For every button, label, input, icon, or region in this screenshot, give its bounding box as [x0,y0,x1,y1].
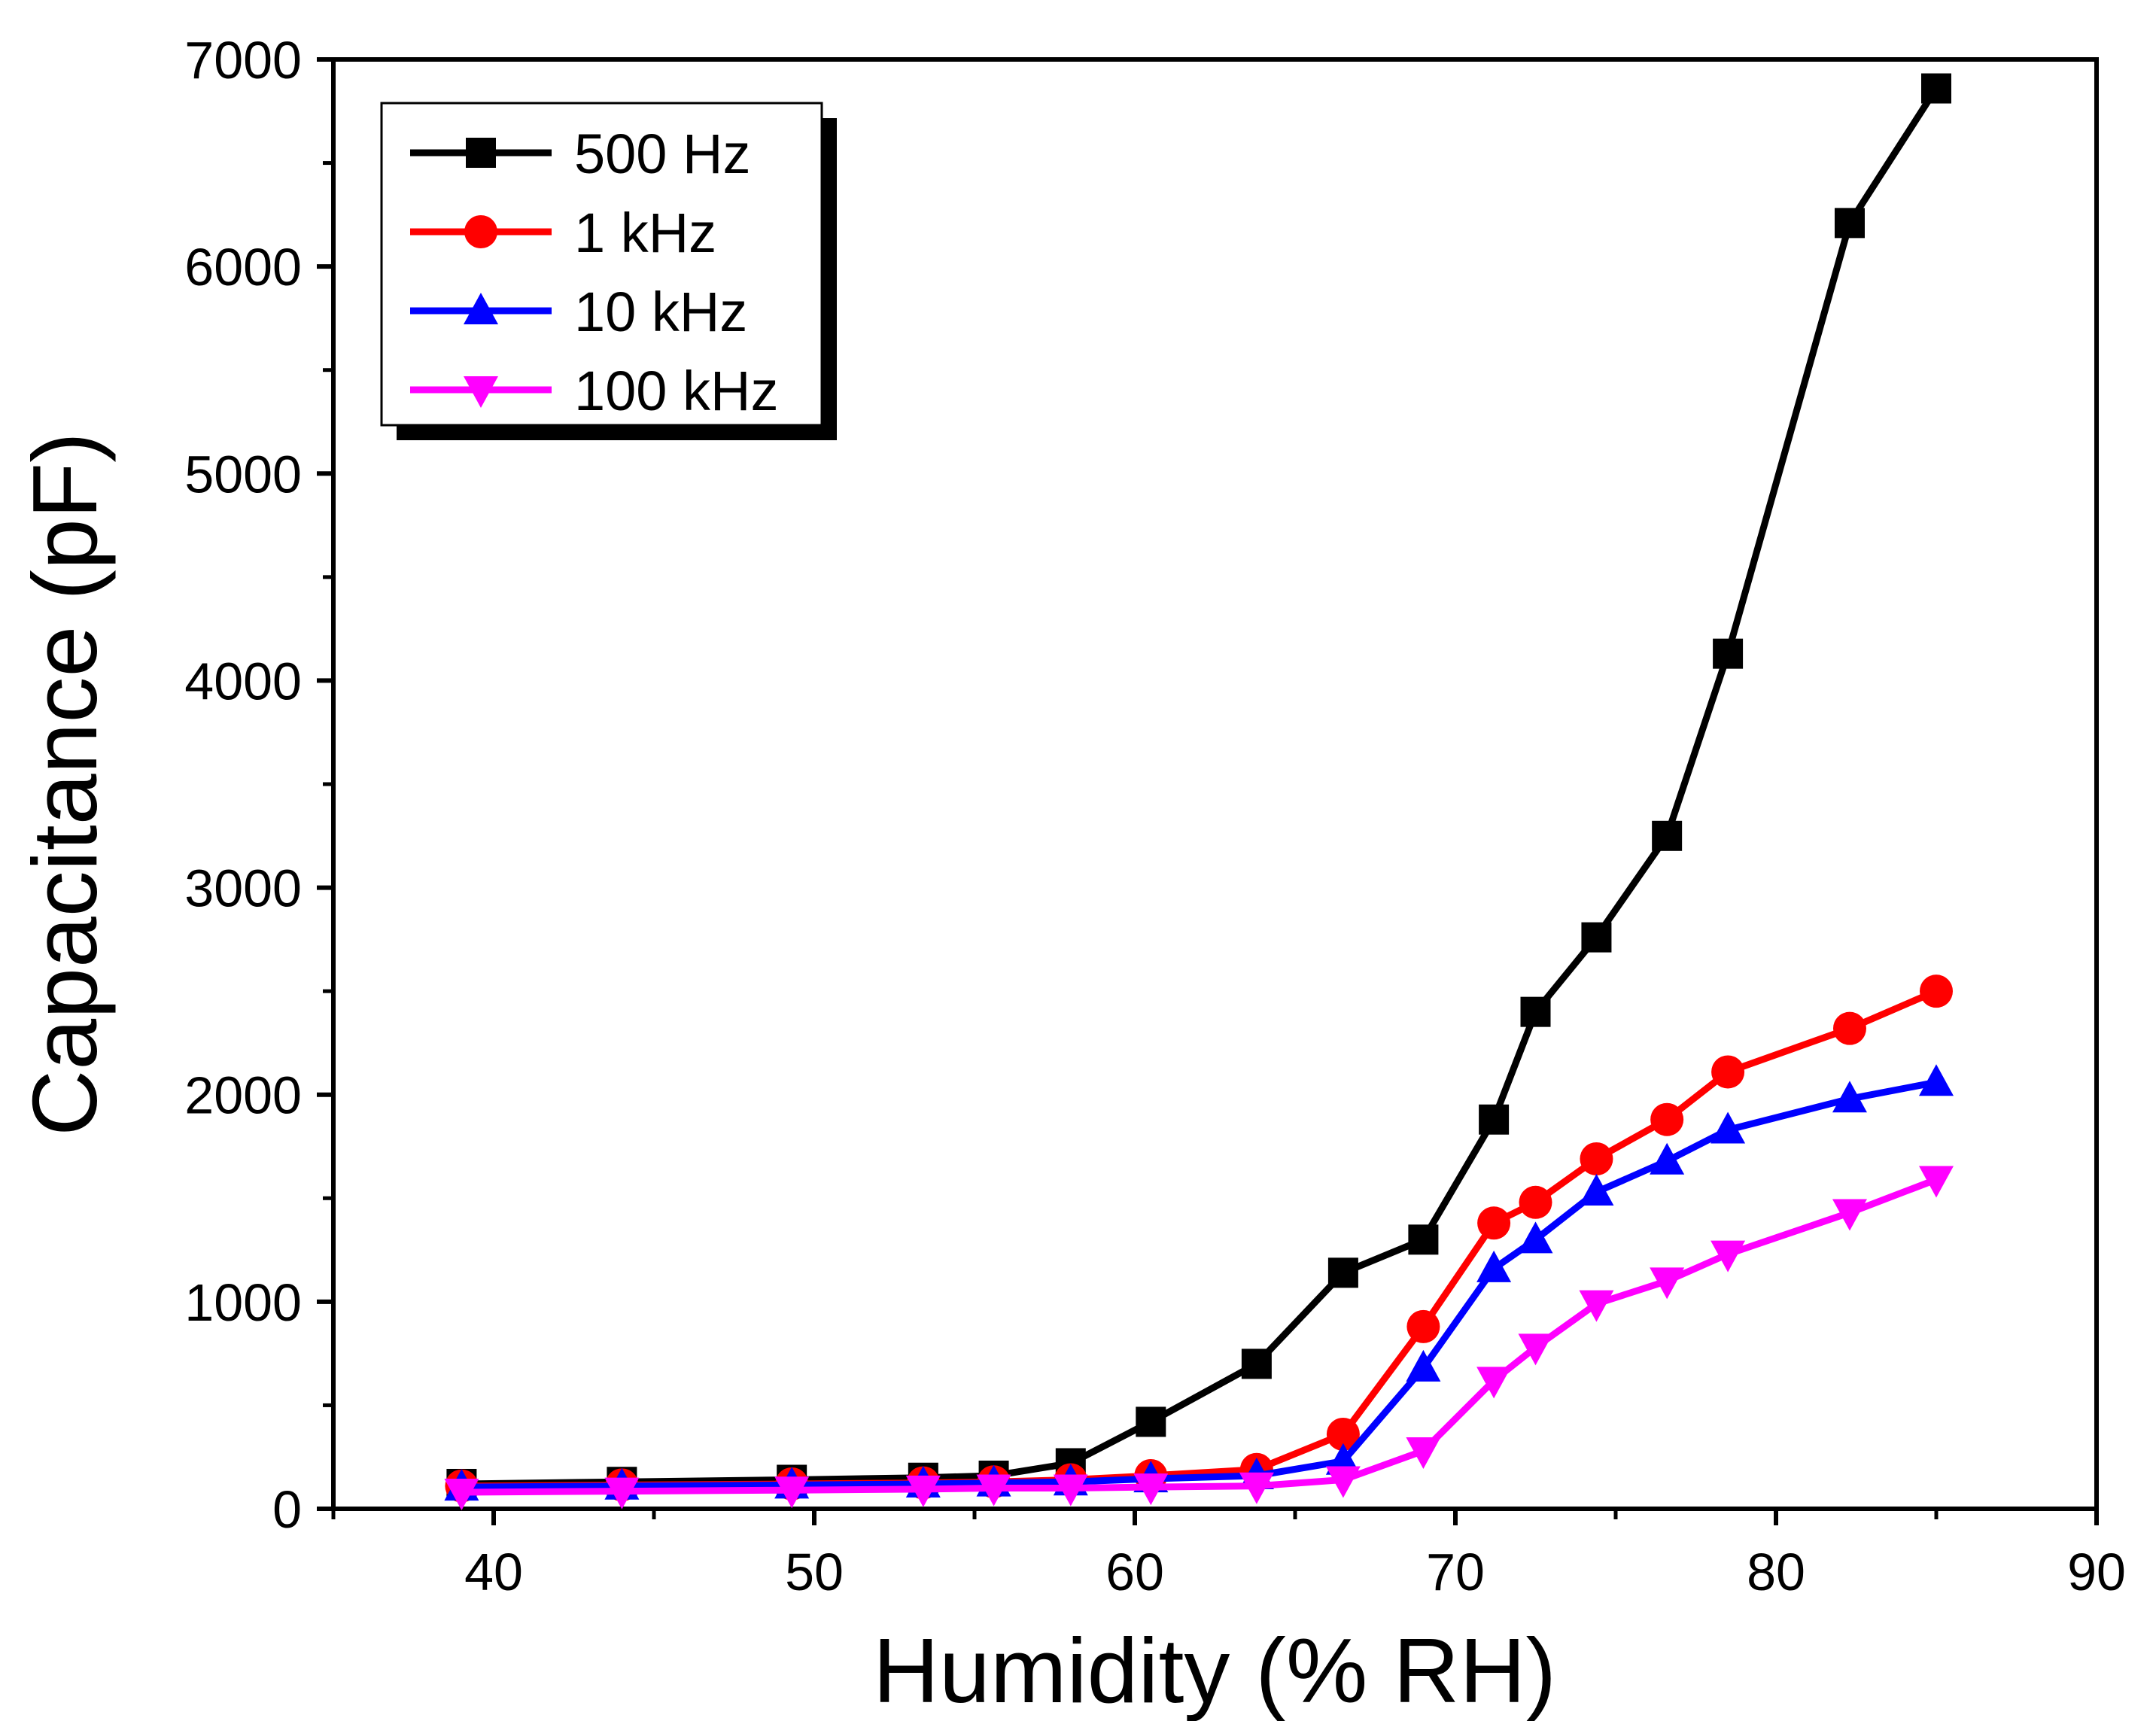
data-point-500-hz [1479,1104,1510,1135]
y-axis-title: Capacitance (pF) [14,432,116,1136]
data-point-10-khz [1406,1349,1441,1382]
data-point-500-hz [1921,73,1951,104]
y-tick-label: 7000 [184,31,302,90]
data-point-10-khz [1518,1221,1553,1254]
x-tick-label: 70 [1426,1543,1485,1601]
legend-entry-500-hz: 500 Hz [410,123,750,185]
data-point-1-khz [1650,1102,1684,1136]
y-tick-label: 5000 [184,445,302,503]
data-point-10-khz [1476,1250,1512,1282]
data-point-500-hz [1327,1257,1358,1288]
legend-entry-10-khz: 10 kHz [410,281,747,343]
data-point-100-khz [1133,1473,1169,1506]
legend-box [380,102,823,427]
data-point-1-khz [1326,1417,1360,1451]
data-point-100-khz [1919,1166,1954,1198]
data-point-500-hz [1408,1224,1439,1255]
y-tick-label: 2000 [184,1066,302,1125]
y-tick-label: 3000 [184,859,302,918]
data-point-500-hz [1713,638,1744,669]
data-point-100-khz [1832,1199,1867,1231]
legend-label: 10 kHz [574,281,747,343]
legend-label: 500 Hz [574,123,750,185]
legend-marker [466,138,496,168]
legend-label: 1 kHz [574,202,716,264]
legend-marker [464,376,498,408]
data-point-100-khz [976,1474,1011,1507]
y-tick-label: 4000 [184,652,302,710]
data-point-100-khz [1711,1240,1746,1273]
x-axis-title: Humidity (% RH) [873,1619,1556,1721]
data-point-100-khz [1053,1474,1088,1507]
legend-label: 100 kHz [574,360,778,422]
series-line-100-khz [461,1176,1938,1496]
data-point-1-khz [1580,1142,1613,1176]
data-point-100-khz [444,1478,479,1510]
data-point-1-khz [1406,1309,1440,1343]
x-tick-label: 90 [2067,1543,2126,1601]
data-point-100-khz [1239,1472,1274,1504]
legend: 500 Hz 1 kHz 10 kHz 100 kHz [380,102,837,440]
data-point-100-khz [1579,1290,1614,1322]
data-point-10-khz [1919,1064,1954,1096]
y-tick-label: 1000 [184,1273,302,1332]
data-point-500-hz [1581,922,1612,953]
data-point-100-khz [774,1476,810,1509]
data-point-10-khz [1711,1111,1746,1144]
series-layer [444,73,1954,1510]
data-point-100-khz [905,1475,941,1507]
data-point-1-khz [1519,1185,1552,1219]
data-point-100-khz [1518,1333,1553,1366]
y-tick-label: 6000 [184,238,302,296]
data-point-100-khz [1325,1466,1361,1498]
series-1-khz [445,975,1953,1503]
y-axis-ticks: 0 1000 2000 3000 4000 5000 6000 7000 [184,31,333,1539]
x-tick-label: 60 [1105,1543,1164,1601]
legend-marker [464,215,497,248]
data-point-1-khz [1711,1055,1745,1089]
data-point-10-khz [1832,1081,1867,1113]
data-point-500-hz [1520,996,1551,1027]
y-tick-label: 0 [272,1480,302,1539]
legend-entry-1-khz: 1 kHz [410,202,716,264]
data-point-10-khz [1579,1174,1614,1206]
legend-marker [464,293,498,324]
x-axis-ticks: 40 50 60 70 80 90 [331,1509,2126,1601]
x-tick-label: 40 [464,1543,523,1601]
data-point-100-khz [1476,1367,1512,1399]
data-point-1-khz [1920,975,1953,1008]
data-point-10-khz [1650,1142,1685,1175]
data-point-1-khz [1477,1206,1511,1240]
data-point-100-khz [1406,1437,1441,1469]
x-tick-label: 80 [1747,1543,1805,1601]
data-point-500-hz [1834,208,1865,239]
data-point-100-khz [1650,1267,1685,1300]
data-point-100-khz [604,1477,640,1510]
series-10-khz [444,1064,1954,1501]
x-tick-label: 50 [785,1543,844,1601]
data-point-500-hz [1652,820,1683,851]
data-point-1-khz [1832,1011,1866,1045]
legend-entry-100-khz: 100 kHz [410,360,778,422]
data-point-500-hz [1241,1349,1272,1379]
data-point-500-hz [1136,1406,1166,1437]
series-100-khz [444,1166,1954,1510]
